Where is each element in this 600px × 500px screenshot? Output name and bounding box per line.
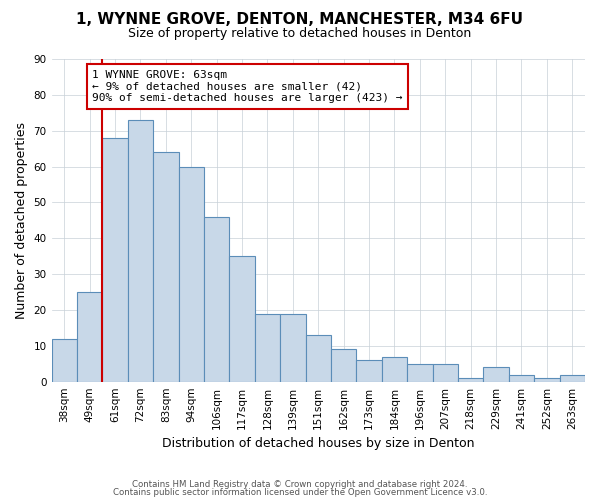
Text: 1 WYNNE GROVE: 63sqm
← 9% of detached houses are smaller (42)
90% of semi-detach: 1 WYNNE GROVE: 63sqm ← 9% of detached ho…: [92, 70, 403, 103]
Bar: [484, 368, 509, 382]
Bar: [280, 314, 305, 382]
Bar: [356, 360, 382, 382]
Bar: [458, 378, 484, 382]
Bar: [179, 166, 204, 382]
Bar: [407, 364, 433, 382]
Bar: [204, 217, 229, 382]
Bar: [509, 374, 534, 382]
Bar: [255, 314, 280, 382]
Bar: [331, 350, 356, 382]
Text: Contains HM Land Registry data © Crown copyright and database right 2024.: Contains HM Land Registry data © Crown c…: [132, 480, 468, 489]
Y-axis label: Number of detached properties: Number of detached properties: [15, 122, 28, 319]
Bar: [77, 292, 103, 382]
Bar: [103, 138, 128, 382]
Bar: [534, 378, 560, 382]
Text: Contains public sector information licensed under the Open Government Licence v3: Contains public sector information licen…: [113, 488, 487, 497]
Bar: [305, 335, 331, 382]
Bar: [153, 152, 179, 382]
Bar: [560, 374, 585, 382]
Text: Size of property relative to detached houses in Denton: Size of property relative to detached ho…: [128, 28, 472, 40]
Bar: [52, 338, 77, 382]
Bar: [128, 120, 153, 382]
Text: 1, WYNNE GROVE, DENTON, MANCHESTER, M34 6FU: 1, WYNNE GROVE, DENTON, MANCHESTER, M34 …: [77, 12, 523, 28]
Bar: [382, 356, 407, 382]
Bar: [433, 364, 458, 382]
Bar: [229, 256, 255, 382]
X-axis label: Distribution of detached houses by size in Denton: Distribution of detached houses by size …: [162, 437, 475, 450]
